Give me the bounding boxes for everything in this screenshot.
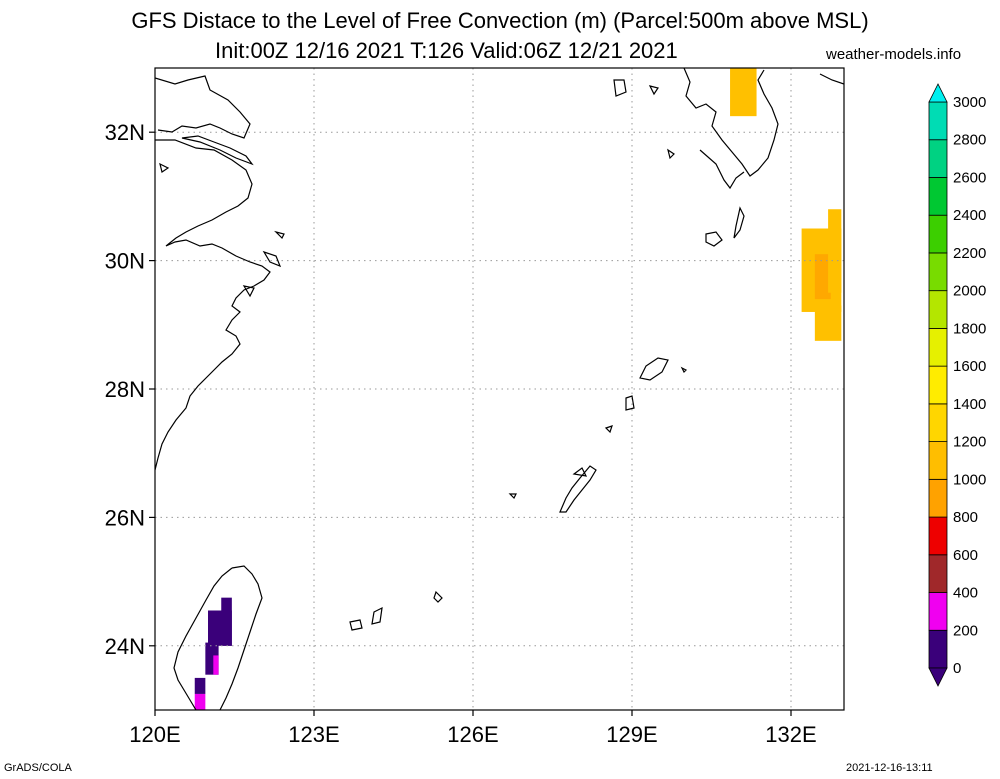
- lon-label-123: 123E: [288, 722, 339, 747]
- site-credit: weather-models.info: [826, 46, 962, 63]
- colorbar-swatch-10: [928, 252, 948, 292]
- colorbar-label-1000: 1000: [953, 471, 986, 488]
- colorbar-bottom-arrow: [928, 667, 948, 687]
- east-upper-patch: [828, 209, 842, 293]
- colorbar-swatch-14: [928, 101, 948, 141]
- colorbar-swatch-6: [928, 403, 948, 443]
- taiwan-magenta-a: [213, 655, 219, 675]
- gridlines: [155, 68, 844, 710]
- taiwan-purple-b: [221, 597, 232, 646]
- china-coastline: [155, 75, 271, 471]
- colorbar-swatch-3: [928, 516, 948, 556]
- software-credit: GrADS/COLA: [4, 762, 72, 774]
- axes: 120E 123E 126E 129E 132E 24N 26N 28N 30N 32N: [105, 120, 817, 747]
- colorbar-swatch-11: [928, 214, 948, 254]
- kyushu-coastline: [613, 68, 844, 247]
- colorbar-label-0: 0: [953, 660, 961, 677]
- lon-label-120: 120E: [129, 722, 180, 747]
- colorbar-label-3000: 3000: [953, 94, 986, 111]
- lon-label-132: 132E: [765, 722, 816, 747]
- lon-label-129: 129E: [606, 722, 657, 747]
- colorbar-swatch-1: [928, 592, 948, 631]
- colorbar-label-2000: 2000: [953, 283, 986, 300]
- east-lower-patch: [814, 305, 842, 341]
- taiwan-coastline: [173, 565, 263, 710]
- colorbar-swatch-0: [928, 629, 948, 669]
- colorbar-swatch-12: [928, 177, 948, 216]
- colorbar-swatch-13: [928, 139, 948, 178]
- ryukyu-islands: [349, 357, 688, 631]
- lat-label-30: 30N: [105, 249, 145, 274]
- china-islands: [159, 162, 285, 298]
- taiwan-purple-d: [194, 677, 206, 694]
- colorbar-label-2600: 2600: [953, 169, 986, 186]
- colorbar-label-2400: 2400: [953, 207, 986, 224]
- colorbar-swatch-8: [928, 327, 948, 367]
- colorbar-swatch-2: [928, 554, 948, 593]
- map-title-line2: Init:00Z 12/16 2021 T:126 Valid:06Z 12/2…: [215, 38, 678, 63]
- taiwan-magenta-b: [194, 693, 206, 710]
- lon-label-126: 126E: [447, 722, 498, 747]
- plot-frame: [154, 67, 845, 711]
- colorbar-swatch-9: [928, 290, 948, 329]
- coastlines: [155, 68, 844, 710]
- colorbar-label-200: 200: [953, 622, 978, 639]
- colorbar-swatch-4: [928, 478, 948, 518]
- colorbar-label-1800: 1800: [953, 320, 986, 337]
- colorbar-label-1400: 1400: [953, 396, 986, 413]
- kyushu-orange-patch: [730, 68, 757, 117]
- colorbar-label-600: 600: [953, 547, 978, 564]
- colorbar-top-arrow: [928, 83, 948, 103]
- colorbar-label-800: 800: [953, 509, 978, 526]
- yangtze-estuary: [181, 135, 254, 166]
- colorbar-label-400: 400: [953, 585, 978, 602]
- lat-label-26: 26N: [105, 505, 145, 530]
- map-title-line1: GFS Distace to the Level of Free Convect…: [131, 8, 869, 33]
- colorbar-label-2200: 2200: [953, 245, 986, 262]
- lfc-field-layer: [194, 68, 842, 710]
- render-timestamp: 2021-12-16-13:11: [846, 762, 933, 774]
- lat-label-24: 24N: [105, 634, 145, 659]
- lat-label-28: 28N: [105, 377, 145, 402]
- colorbar-label-2800: 2800: [953, 132, 986, 149]
- lat-label-32: 32N: [105, 120, 145, 145]
- colorbar-swatch-7: [928, 365, 948, 405]
- colorbar: 0 200 400 600 800 1000 1200 1400 1600 1800 2000 220…: [928, 83, 986, 687]
- east-orange-patch: [814, 254, 831, 300]
- colorbar-label-1200: 1200: [953, 434, 986, 451]
- colorbar-label-1600: 1600: [953, 358, 986, 375]
- colorbar-swatch-5: [928, 441, 948, 480]
